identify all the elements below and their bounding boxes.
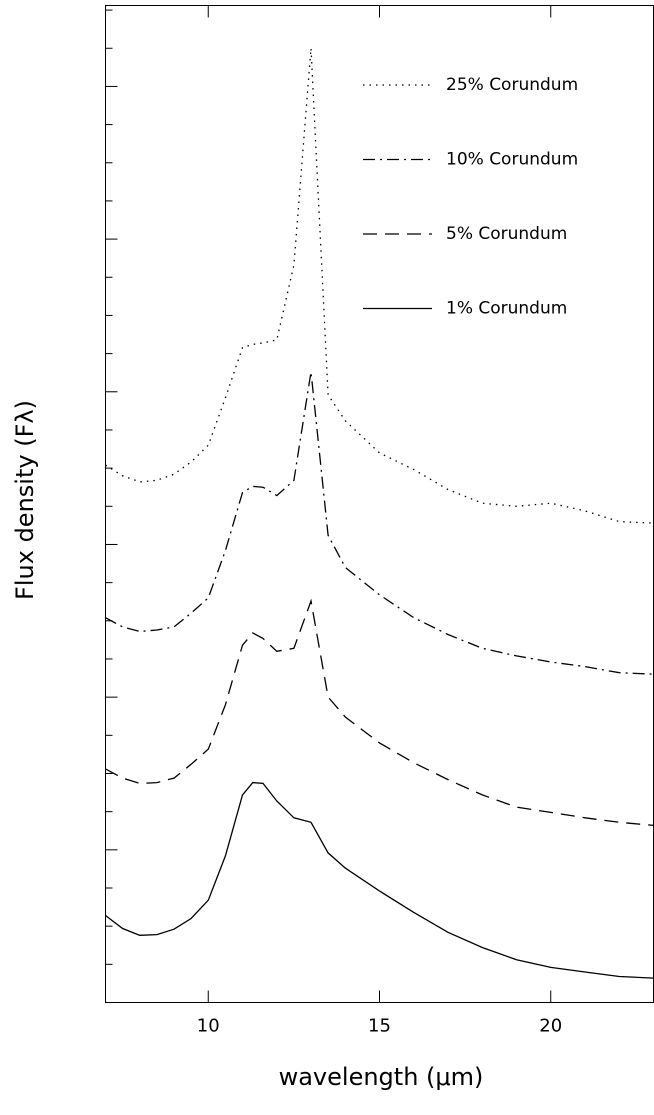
- series-line: [105, 371, 654, 675]
- legend-label: 25% Corundum: [446, 75, 578, 95]
- series-line: [105, 598, 654, 827]
- legend-label: 5% Corundum: [446, 224, 567, 244]
- legend-label: 10% Corundum: [446, 150, 578, 170]
- x-tick-label: 20: [539, 1016, 562, 1037]
- x-tick-label: 15: [368, 1016, 391, 1037]
- legend-label: 1% Corundum: [446, 299, 567, 319]
- x-axis-label: wavelength (μm): [279, 1063, 484, 1091]
- series-line: [105, 48, 654, 524]
- y-axis-label: Flux density (Fλ): [11, 400, 39, 600]
- series-line: [105, 781, 654, 979]
- x-tick-label: 10: [197, 1016, 220, 1037]
